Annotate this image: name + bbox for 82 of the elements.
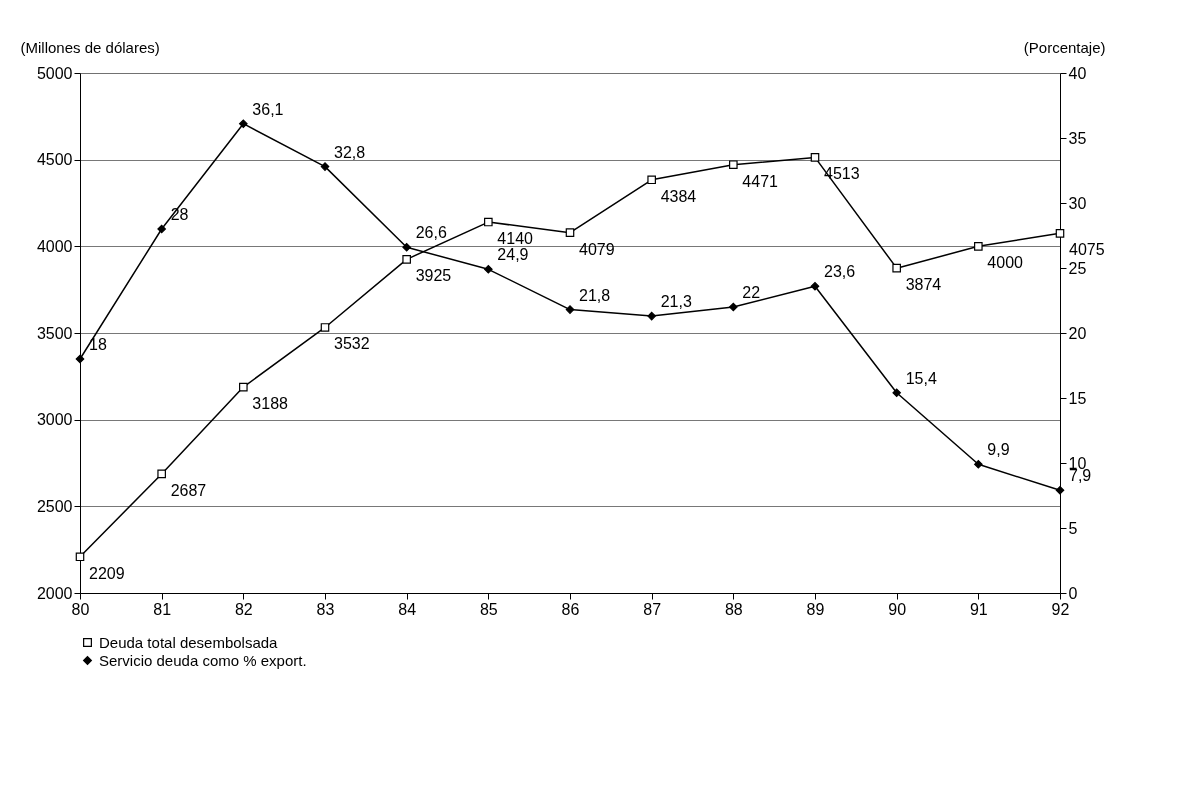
legend-label: Servicio deuda como % export.	[99, 651, 307, 669]
data-label: 3925	[415, 267, 452, 285]
data-label: 4079	[579, 240, 615, 258]
y-tick-label: 4500	[36, 151, 73, 169]
data-label: 2687	[170, 481, 207, 499]
data-label: 24,9	[497, 246, 529, 264]
point	[157, 469, 166, 479]
y2-tick-label: 5	[1068, 519, 1078, 537]
y2-tick-label: 30	[1068, 194, 1087, 212]
data-label: 15,4	[905, 369, 937, 387]
y2-tick-label: 25	[1068, 259, 1087, 277]
y-axis-title: (Millones de dólares)	[20, 38, 160, 56]
point	[484, 217, 493, 227]
point	[729, 302, 738, 312]
x-tick-label: 89	[806, 600, 825, 618]
point	[565, 228, 575, 237]
x-tick-label: 92	[1051, 600, 1070, 618]
point	[484, 264, 493, 274]
point	[892, 388, 901, 398]
x-tick-label: 82	[234, 600, 253, 618]
data-label: 3874	[905, 276, 942, 294]
legend-label: Deuda total desembolsada	[99, 633, 279, 651]
data-label: 4384	[660, 187, 697, 205]
point	[974, 459, 983, 469]
point	[239, 119, 248, 129]
data-label: 3188	[252, 395, 289, 413]
x-tick-label: 85	[479, 600, 498, 618]
y-tick-label: 3000	[36, 411, 73, 429]
data-label: 4140	[497, 230, 534, 248]
y-tick-label: 2000	[36, 584, 73, 602]
point	[1055, 229, 1065, 238]
x-tick-label: 91	[969, 600, 988, 618]
data-label: 21,8	[579, 286, 611, 304]
data-label: 22	[742, 284, 761, 301]
y2-tick-label: 0	[1068, 584, 1078, 602]
data-label: 2209	[89, 564, 125, 582]
point	[239, 382, 248, 392]
point	[647, 311, 656, 321]
point	[320, 162, 330, 171]
point	[157, 224, 166, 234]
y2-tick-label: 40	[1068, 64, 1087, 82]
point	[892, 263, 901, 273]
y-tick-label: 3500	[36, 324, 73, 342]
point	[729, 160, 738, 169]
y2-axis-title: (Porcentaje)	[1023, 38, 1106, 56]
y2-tick-label: 15	[1068, 389, 1087, 407]
x-tick-label: 80	[71, 600, 90, 618]
data-label: 18	[89, 336, 107, 353]
data-label: 4471	[742, 172, 779, 190]
y2-tick-label: 35	[1068, 129, 1087, 147]
data-label: 28	[170, 206, 189, 223]
data-label: 26,6	[415, 224, 447, 242]
point	[974, 242, 983, 251]
point	[565, 305, 575, 314]
y-tick-label: 2500	[36, 497, 73, 515]
point	[75, 552, 85, 562]
x-tick-label: 88	[724, 600, 743, 618]
point	[810, 153, 820, 162]
point	[647, 175, 656, 185]
point	[402, 242, 411, 252]
y-tick-label: 5000	[36, 64, 73, 82]
data-label: 4000	[987, 254, 1024, 272]
point	[1055, 485, 1065, 495]
y-tick-label: 4000	[36, 237, 73, 255]
x-tick-label: 83	[316, 600, 335, 618]
data-label: 9,9	[987, 441, 1010, 459]
data-label: 3532	[334, 335, 370, 353]
x-tick-label: 86	[561, 600, 580, 618]
data-label: 21,3	[660, 293, 692, 311]
point	[75, 354, 85, 364]
point	[402, 255, 411, 264]
point	[320, 323, 330, 332]
x-tick-label: 84	[398, 600, 417, 618]
data-label: 4075	[1069, 241, 1105, 259]
x-tick-label: 90	[888, 600, 907, 618]
x-tick-label: 81	[153, 600, 172, 618]
y2-tick-label: 20	[1068, 324, 1087, 342]
data-label: 23,6	[824, 263, 856, 281]
x-tick-label: 87	[643, 600, 662, 618]
data-label: 36,1	[252, 100, 284, 118]
data-label: 32,8	[334, 143, 366, 161]
point	[810, 281, 820, 291]
